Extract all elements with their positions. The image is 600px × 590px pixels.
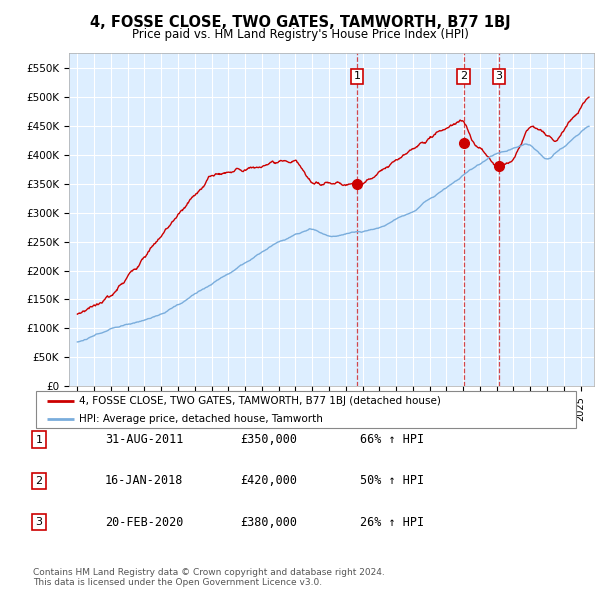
Text: 1: 1 xyxy=(35,435,43,444)
Text: 2: 2 xyxy=(35,476,43,486)
Text: 3: 3 xyxy=(35,517,43,527)
Text: 31-AUG-2011: 31-AUG-2011 xyxy=(105,433,184,446)
Text: 66% ↑ HPI: 66% ↑ HPI xyxy=(360,433,424,446)
Text: HPI: Average price, detached house, Tamworth: HPI: Average price, detached house, Tamw… xyxy=(79,414,323,424)
Text: £380,000: £380,000 xyxy=(240,516,297,529)
Text: Contains HM Land Registry data © Crown copyright and database right 2024.
This d: Contains HM Land Registry data © Crown c… xyxy=(33,568,385,587)
Text: £420,000: £420,000 xyxy=(240,474,297,487)
Text: 3: 3 xyxy=(496,71,502,81)
Text: 1: 1 xyxy=(353,71,361,81)
FancyBboxPatch shape xyxy=(36,391,576,428)
Text: 26% ↑ HPI: 26% ↑ HPI xyxy=(360,516,424,529)
Text: 4, FOSSE CLOSE, TWO GATES, TAMWORTH, B77 1BJ (detached house): 4, FOSSE CLOSE, TWO GATES, TAMWORTH, B77… xyxy=(79,396,441,407)
Text: 20-FEB-2020: 20-FEB-2020 xyxy=(105,516,184,529)
Text: 16-JAN-2018: 16-JAN-2018 xyxy=(105,474,184,487)
Text: Price paid vs. HM Land Registry's House Price Index (HPI): Price paid vs. HM Land Registry's House … xyxy=(131,28,469,41)
Text: £350,000: £350,000 xyxy=(240,433,297,446)
Text: 50% ↑ HPI: 50% ↑ HPI xyxy=(360,474,424,487)
Text: 2: 2 xyxy=(460,71,467,81)
Text: 4, FOSSE CLOSE, TWO GATES, TAMWORTH, B77 1BJ: 4, FOSSE CLOSE, TWO GATES, TAMWORTH, B77… xyxy=(89,15,511,30)
